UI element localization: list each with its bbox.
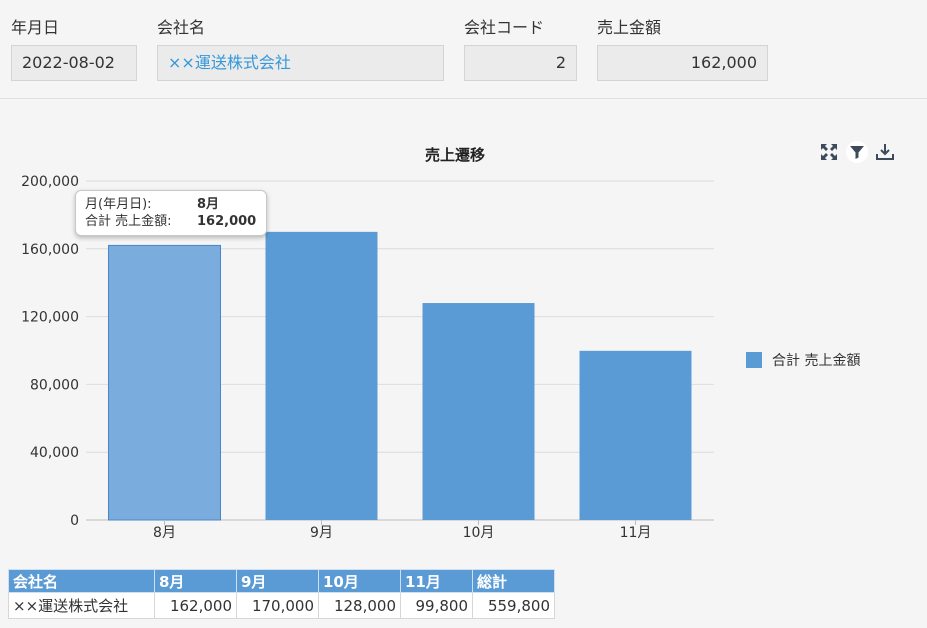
cell-company: ××運送株式会社 bbox=[8, 592, 155, 619]
header-company[interactable]: 会社名 bbox=[8, 569, 155, 593]
x-tick-label: 11月 bbox=[620, 525, 652, 541]
y-tick-label: 0 bbox=[70, 513, 79, 529]
filter-icon[interactable] bbox=[845, 140, 869, 164]
bar bbox=[579, 350, 692, 520]
chart-legend[interactable]: 合計 売上金額 bbox=[746, 350, 860, 370]
x-tick-label: 10月 bbox=[463, 525, 495, 541]
date-field[interactable]: 2022-08-02 bbox=[11, 45, 137, 81]
bar-chart: 0 40,000 80,000 120,000 160,000 200,000 8月 9月 10… bbox=[21, 174, 714, 541]
sales-chart-panel: 売上遷移 0 40,000 80,000 120,000 160,000 200,000 8… bbox=[0, 100, 927, 560]
date-label: 年月日 bbox=[11, 18, 60, 37]
download-icon[interactable] bbox=[873, 140, 897, 164]
record-form: 年月日 2022-08-02 会社名 ××運送株式会社 会社コード 2 売上金額… bbox=[0, 0, 927, 99]
cell-oct: 128,000 bbox=[318, 592, 401, 619]
table-header-row: 会社名 8月 9月 10月 11月 総計 bbox=[8, 569, 555, 593]
tooltip-month-key: 月(年月日): bbox=[85, 197, 152, 212]
header-aug[interactable]: 8月 bbox=[154, 569, 237, 593]
x-tick-label: 8月 bbox=[153, 525, 176, 541]
header-oct[interactable]: 10月 bbox=[318, 569, 401, 593]
bar bbox=[108, 244, 221, 521]
header-sep[interactable]: 9月 bbox=[236, 569, 319, 593]
company-code-field[interactable]: 2 bbox=[464, 45, 577, 81]
company-field[interactable]: ××運送株式会社 bbox=[157, 45, 444, 81]
sales-amount-label: 売上金額 bbox=[597, 18, 662, 37]
cell-aug: 162,000 bbox=[154, 592, 237, 619]
company-code-label: 会社コード bbox=[464, 18, 545, 37]
table-row: ××運送株式会社 162,000 170,000 128,000 99,800 … bbox=[8, 592, 555, 619]
sales-amount-field[interactable]: 162,000 bbox=[597, 45, 768, 81]
summary-table: 会社名 8月 9月 10月 11月 総計 ××運送株式会社 162,000 17… bbox=[8, 569, 555, 619]
cell-total: 559,800 bbox=[472, 592, 555, 619]
expand-icon[interactable] bbox=[817, 140, 841, 164]
bar bbox=[422, 303, 535, 520]
tooltip-month-value: 8月 bbox=[197, 197, 220, 212]
bar bbox=[265, 231, 378, 520]
cell-nov: 99,800 bbox=[400, 592, 473, 619]
chart-title: 売上遷移 bbox=[424, 146, 485, 164]
x-tick-label: 9月 bbox=[310, 525, 333, 541]
legend-label: 合計 売上金額 bbox=[772, 353, 861, 369]
chart-tooltip: 月(年月日): 8月 合計 売上金額: 162,000 bbox=[75, 190, 267, 236]
y-tick-label: 120,000 bbox=[21, 310, 79, 326]
y-tick-label: 80,000 bbox=[30, 377, 79, 393]
y-tick-label: 40,000 bbox=[30, 445, 79, 461]
y-tick-label: 160,000 bbox=[21, 242, 79, 258]
header-total[interactable]: 総計 bbox=[472, 569, 555, 593]
cell-sep: 170,000 bbox=[236, 592, 319, 619]
header-nov[interactable]: 11月 bbox=[400, 569, 473, 593]
y-tick-label: 200,000 bbox=[21, 174, 79, 190]
tooltip-sales-value: 162,000 bbox=[197, 214, 257, 229]
legend-swatch bbox=[746, 352, 762, 368]
company-label: 会社名 bbox=[157, 18, 206, 37]
tooltip-sales-key: 合計 売上金額: bbox=[85, 214, 172, 229]
